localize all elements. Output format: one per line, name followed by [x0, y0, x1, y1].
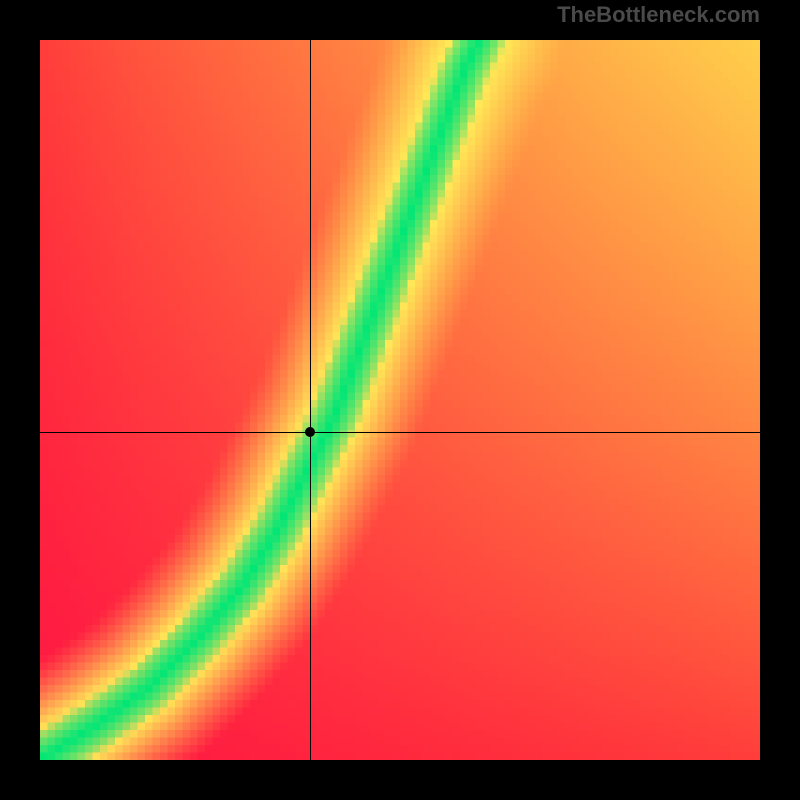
crosshair-vertical: [310, 40, 311, 760]
data-point-marker: [305, 427, 315, 437]
chart-container: TheBottleneck.com: [0, 0, 800, 800]
heatmap-canvas: [40, 40, 760, 760]
watermark-text: TheBottleneck.com: [557, 2, 760, 28]
crosshair-horizontal: [40, 432, 760, 433]
plot-area: [40, 40, 760, 760]
